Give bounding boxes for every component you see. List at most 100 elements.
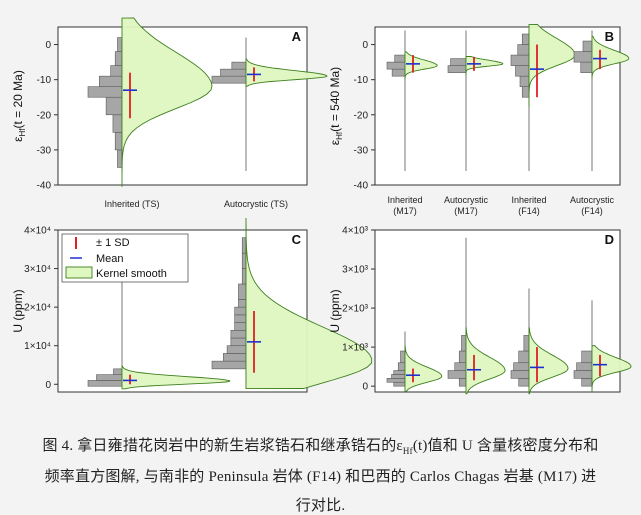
- violin-group: [573, 300, 632, 392]
- y-axis-label-main: ε: [328, 139, 342, 145]
- histogram-bar: [393, 370, 406, 375]
- group-label: Autocrystic: [444, 195, 489, 205]
- histogram-bar: [105, 96, 123, 116]
- y-axis-label: U (ppm): [328, 289, 342, 332]
- histogram-bar: [87, 86, 123, 98]
- histogram-bar: [114, 51, 123, 66]
- kernel-smooth-curve: [528, 327, 569, 395]
- histogram-bar: [458, 350, 467, 364]
- group-label: Autocrystic: [570, 195, 615, 205]
- legend-mean-label: Mean: [96, 253, 124, 265]
- histogram-bar: [461, 335, 467, 352]
- histogram-bar: [241, 252, 247, 269]
- histogram-bar: [386, 61, 406, 70]
- violin-group: [573, 30, 630, 171]
- y-tick-label: 3×10³: [342, 265, 369, 276]
- histogram-bar: [391, 374, 406, 379]
- histogram-bar: [580, 61, 593, 73]
- kernel-smooth-curve: [591, 35, 630, 78]
- histogram-bar: [581, 378, 593, 387]
- y-tick-label: 0: [45, 380, 51, 391]
- histogram-bar: [581, 350, 593, 364]
- legend-sd-label: ± 1 SD: [96, 237, 130, 249]
- violin-group: [510, 288, 569, 395]
- y-tick-label: 2×10⁴: [24, 303, 51, 314]
- histogram-bar: [87, 380, 123, 387]
- caption-line1-text: 图 4. 拿日雍措花岗岩中的新生岩浆锆石和继承锆石的ε: [42, 438, 403, 454]
- y-axis-label-rest: (t = 540 Ma): [328, 67, 342, 132]
- kernel-smooth-curve: [591, 345, 632, 392]
- kernel-smooth-curve: [245, 218, 373, 389]
- histogram-bar: [515, 65, 530, 77]
- histogram-bar: [223, 353, 247, 362]
- histogram-bar: [518, 378, 530, 387]
- violin-group: [447, 30, 504, 171]
- histogram-bar: [110, 65, 123, 77]
- legend-kde-label: Kernel smooth: [96, 268, 167, 280]
- histogram-bar: [234, 306, 247, 316]
- y-tick-label: 0: [362, 382, 368, 393]
- histogram-bar: [394, 54, 406, 63]
- y-tick-label: 3×10⁴: [24, 264, 51, 275]
- y-tick-label: 4×10⁴: [24, 226, 51, 237]
- histogram-bar: [386, 378, 406, 383]
- histogram-bar: [220, 68, 247, 77]
- histogram-bar: [450, 58, 467, 66]
- panel-c: C 0 1×10⁴ 2×10⁴ 3×10⁴ 4×10⁴ U (ppm) ± 1 SD Mean K…: [11, 218, 373, 393]
- histogram-bar: [521, 33, 530, 45]
- kernel-smooth-curve: [404, 345, 443, 392]
- group-label: (M17): [393, 206, 417, 216]
- histogram-bar: [112, 114, 123, 133]
- histogram-bar: [211, 360, 247, 370]
- y-tick-label: -20: [354, 110, 369, 121]
- y-axis-label-sub: Hf: [18, 128, 27, 137]
- y-tick-label: 1×10⁴: [24, 341, 51, 352]
- histogram-bar: [113, 368, 123, 375]
- histogram-bar: [393, 381, 406, 387]
- violin-group: [211, 37, 328, 171]
- y-tick-label: 4×10³: [342, 226, 369, 237]
- y-tick-label: -10: [37, 75, 52, 86]
- group-label: (M17): [454, 206, 478, 216]
- legend-kde-swatch: [65, 266, 93, 279]
- kernel-smooth-curve: [528, 24, 576, 107]
- panel-a: A 0 -10 -20 -30 -40 εHf(t = 20 Ma) Inherited (T…: [11, 17, 328, 209]
- panel-letter: A: [292, 29, 302, 44]
- histogram-bar: [400, 350, 406, 364]
- histogram-bar: [573, 370, 593, 379]
- y-tick-label: -30: [354, 145, 369, 156]
- y-axis-label: U (ppm): [11, 289, 25, 332]
- histogram-bar: [230, 337, 247, 347]
- legend: ± 1 SD Mean Kernel smooth: [61, 233, 189, 283]
- y-axis-label: εHf(t = 20 Ma): [11, 70, 27, 142]
- histogram-bar: [519, 75, 530, 87]
- kernel-smooth-curve: [121, 365, 231, 390]
- kernel-smooth-curve: [245, 58, 328, 87]
- y-axis-label-sub: Hf: [335, 131, 344, 140]
- histogram-bar: [582, 40, 593, 52]
- histogram-bar: [517, 44, 530, 56]
- y-tick-label: -40: [354, 181, 369, 192]
- histogram-bar: [241, 237, 247, 254]
- histogram-bar: [96, 374, 123, 381]
- histogram-bar: [234, 322, 247, 331]
- y-tick-label: -40: [37, 181, 52, 192]
- group-label: Inherited: [387, 195, 422, 205]
- histogram-bar: [234, 314, 247, 323]
- violin-group: [87, 17, 213, 187]
- group-label: (F14): [518, 206, 540, 216]
- group-label: (F14): [581, 206, 603, 216]
- y-tick-label: -20: [37, 110, 52, 121]
- histogram-bar: [241, 268, 247, 285]
- y-axis-label-main: U (ppm): [11, 289, 25, 332]
- histogram-bar: [510, 370, 530, 379]
- y-tick-label: 0: [45, 40, 51, 51]
- caption-line-1: 图 4. 拿日雍措花岗岩中的新生岩浆锆石和继承锆石的εHf(t)值和 U 含量核…: [0, 434, 641, 456]
- y-tick-label: 1×10³: [342, 343, 369, 354]
- caption-line-3: 行对比.: [295, 498, 346, 514]
- histogram-bar: [238, 299, 247, 308]
- caption-line1-subscript: Hf: [402, 446, 413, 456]
- y-tick-label: 0: [362, 40, 368, 51]
- group-label: Autocrystic (TS): [224, 199, 288, 209]
